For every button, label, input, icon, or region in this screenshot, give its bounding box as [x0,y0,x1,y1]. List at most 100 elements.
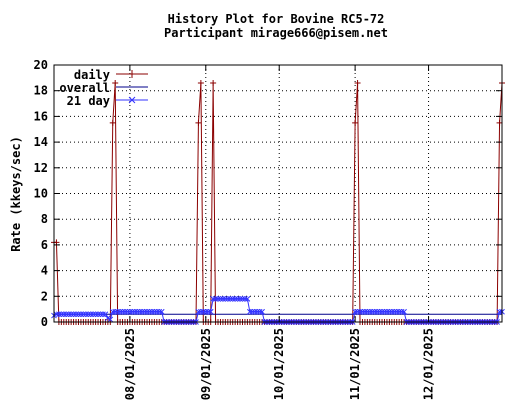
data-point [75,311,82,318]
legend-marker-plus [128,70,136,78]
data-point [144,308,150,315]
data-point [212,296,219,302]
data-point [102,311,109,318]
data-point [215,296,221,302]
legend-label-overall: overall [59,81,110,95]
data-point [87,311,94,318]
y-tick-label: 12 [34,161,48,175]
data-point [197,79,204,86]
data-point [398,308,405,315]
data-point [210,296,216,302]
data-point [352,308,358,315]
data-point [70,311,77,318]
data-point [259,308,265,315]
data-point [134,308,141,315]
data-point [254,308,261,315]
data-point [95,311,101,318]
data-point [222,296,229,302]
data-point [224,296,231,302]
data-point [352,119,359,126]
data-point [200,308,207,315]
data-point [158,308,165,315]
data-point [381,308,388,315]
series-21-day-markers [51,296,505,325]
data-point [210,79,217,86]
axis-ticks: 0 2 4 6 8 10 12 14 16 18 20 08/01/2025 09/01/2025 10/… [34,58,502,400]
data-point [139,308,145,315]
x-tick-label: 12/01/2025 [422,328,436,400]
y-tick-label: 4 [41,264,48,278]
data-point [396,308,403,315]
data-point [256,308,263,315]
data-point [92,311,99,318]
data-point [141,308,148,315]
data-point [369,308,376,315]
data-point [234,296,241,302]
data-point [151,308,158,315]
x-tick-label: 11/01/2025 [348,328,362,400]
y-tick-label: 8 [41,212,48,226]
data-point [112,79,119,86]
data-point [391,308,398,315]
data-point [251,308,258,315]
data-point [354,308,361,315]
data-point [56,311,62,318]
data-point [393,308,400,315]
data-point [242,296,248,302]
data-point [359,308,366,315]
data-point [97,311,104,318]
data-point [109,119,116,126]
data-point [127,308,133,315]
data-point [112,308,119,315]
x-tick-label: 08/01/2025 [123,328,137,400]
data-point [364,308,371,315]
data-point [384,308,390,315]
data-point [129,308,136,315]
data-point [376,308,383,315]
chart-subtitle: Participant mirage666@pisem.net [164,26,388,40]
data-point [217,296,224,302]
data-point [379,308,385,315]
y-tick-label: 16 [34,109,48,123]
data-point [220,296,226,302]
data-point [244,296,251,302]
legend: daily overall 21 day [59,68,148,108]
data-point [136,308,143,315]
data-point [146,308,153,315]
data-point [122,308,128,315]
data-point [357,308,363,315]
grid-lines [54,65,502,322]
series-daily-line [54,82,503,323]
data-point [58,311,65,318]
y-tick-label: 14 [34,135,48,149]
data-point [354,79,361,86]
data-point [82,311,89,318]
data-point [60,311,67,318]
data-point [149,308,155,315]
data-point [156,308,163,315]
data-point [362,308,368,315]
data-point [73,311,79,318]
legend-marker-cross [128,96,136,104]
data-point [131,308,138,315]
x-tick-label: 10/01/2025 [272,328,286,400]
y-tick-label: 10 [34,187,48,201]
data-point [386,308,393,315]
data-point [205,308,212,315]
data-point [195,119,202,126]
y-tick-label: 18 [34,84,48,98]
data-point [78,311,84,318]
y-tick-label: 2 [41,289,48,303]
data-point [374,308,381,315]
data-point [117,308,123,315]
data-point [80,311,87,318]
plot-frame [53,64,503,323]
data-point [65,311,72,318]
data-point [90,311,97,318]
y-tick-label: 0 [41,315,48,329]
y-tick-label: 20 [34,58,48,72]
data-point [207,308,214,315]
data-point [119,308,126,315]
data-point [85,311,92,318]
